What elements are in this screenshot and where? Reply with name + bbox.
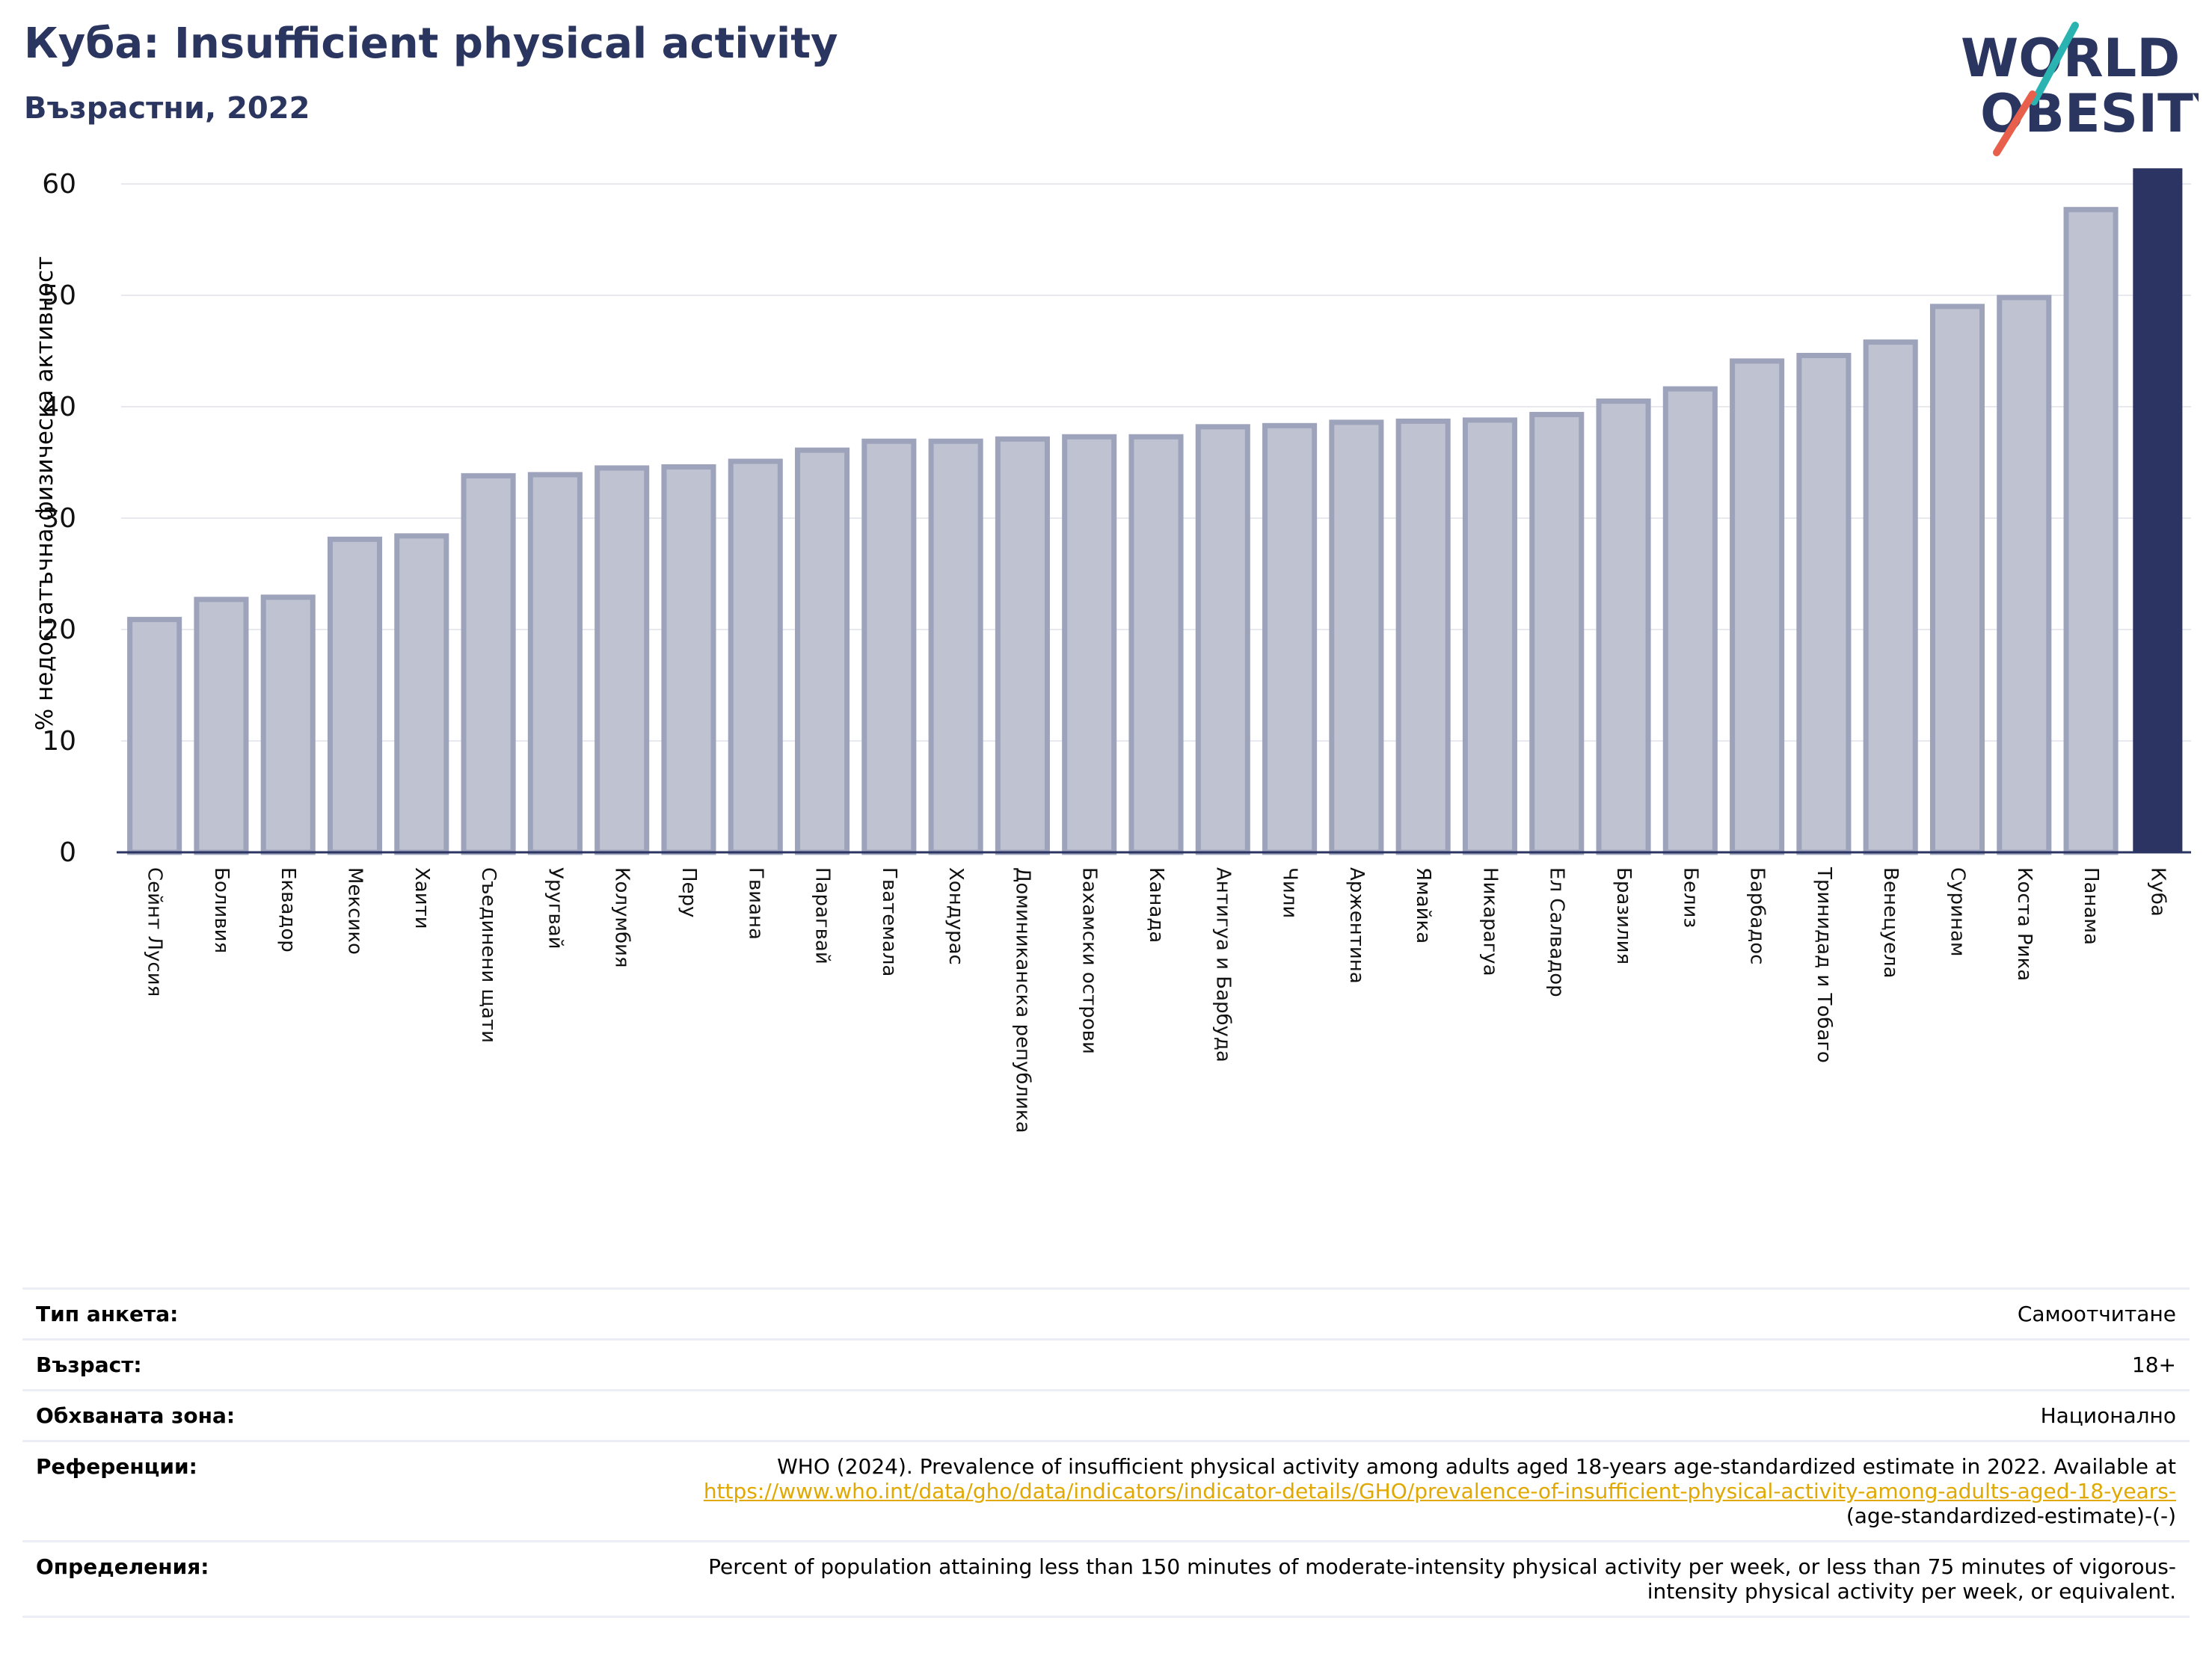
x-tick-label: Колумбия [611,867,633,968]
x-tick-label: Доминиканска република [1011,867,1033,1133]
page-title: Куба: Insufficient physical activity [24,19,838,68]
bar [1529,411,1585,855]
page-subtitle: Възрастни, 2022 [24,91,310,126]
x-tick-label: Куба [2146,867,2169,917]
x-tick-label: Мексико [344,867,366,955]
bar [194,597,249,855]
bar [795,447,850,855]
bar [127,617,182,855]
bar [327,536,383,855]
x-tick-label: Ел Салвадор [1546,867,1568,997]
x-tick-label: Хондурас [944,867,967,965]
bar [595,465,650,855]
bar [1062,434,1117,855]
bar [461,473,516,855]
x-tick-label: Боливия [210,867,233,953]
references-link[interactable]: https://www.who.int/data/gho/data/indica… [703,1479,2176,1504]
definitions-label: Определения: [36,1554,209,1579]
bar [394,533,449,855]
x-tick-label: Антигуа и Барбуда [1211,867,1234,1062]
coverage-row: Обхваната зона: Национално [22,1389,2190,1440]
age-row: Възраст: 18+ [22,1338,2190,1389]
y-tick-label: 20 [42,615,76,645]
x-tick-label: Съединени щати [477,867,500,1043]
y-tick-label: 10 [42,726,76,757]
y-tick-label: 40 [42,392,76,422]
references-value: WHO (2024). Prevalence of insufficient p… [704,1454,2176,1528]
bar [728,458,783,855]
bar [1395,418,1451,855]
x-tick-label: Панама [2080,867,2102,945]
coverage-value: Национално [2040,1403,2176,1428]
y-tick-labels: 0 10 20 30 40 50 60 [42,169,76,868]
bar [1997,295,2052,855]
x-tick-label: Хаити [411,867,433,929]
x-tick-label: Никарагуа [1478,867,1501,976]
x-tick-label: Еквадор [277,867,299,952]
bar [1796,352,1852,855]
bar [1863,339,1918,855]
references-row: Референции: WHO (2024). Prevalence of in… [22,1440,2190,1540]
x-tick-label: Аржентина [1345,867,1368,984]
x-tick-label: Парагвай [811,867,834,964]
y-tick-label: 0 [59,837,76,868]
x-tick-label: Гватемала [878,867,900,976]
survey-type-label: Тип анкета: [36,1302,179,1326]
bar [527,472,583,855]
x-tick-label: Барбадос [1746,867,1769,964]
x-tick-label: Чили [1279,867,1301,918]
x-tick-label: Уругвай [544,867,566,950]
bar-chart: 0 10 20 30 40 50 60 Сейнт Лусия Боливия Еквадор М… [42,168,2191,1133]
survey-type-row: Тип анкета: Самоотчитане [22,1287,2190,1338]
survey-type-value: Самоотчитане [2017,1302,2176,1326]
definitions-line-2: intensity physical activity per week, or… [1647,1579,2176,1604]
bar [861,438,917,855]
logo-slash-teal [2030,22,2079,105]
x-tick-label: Венецуела [1879,867,1902,978]
bar [1262,422,1318,855]
bar [260,594,316,855]
bar [1128,434,1184,855]
bar [928,438,983,855]
definitions-line-1: Percent of population attaining less tha… [708,1554,2176,1579]
coverage-label: Обхваната зона: [36,1403,236,1428]
bar [995,436,1050,855]
x-tick-label: Бразилия [1612,867,1635,964]
info-table: Тип анкета: Самоотчитане Възраст: 18+ Об… [22,1287,2190,1618]
y-tick-label: 50 [42,280,76,311]
bars [127,168,2183,855]
references-tail: (age-standardized-estimate)-(-) [1846,1504,2176,1528]
definitions-value: Percent of population attaining less tha… [708,1554,2176,1604]
bar [2063,206,2119,855]
x-tick-labels: Сейнт Лусия Боливия Еквадор Мексико Хаити Съе… [144,867,2169,1133]
x-tick-label: Суринам [1946,867,1968,957]
x-tick-label: Ямайка [1412,867,1434,944]
x-tick-label: Коста Рика [2013,867,2036,981]
x-tick-label: Гвиана [744,867,766,940]
y-tick-label: 60 [42,169,76,200]
x-tick-label: Белиз [1679,867,1701,928]
x-tick-label: Тринидад и Тобаго [1813,867,1835,1063]
references-text: WHO (2024). Prevalence of insufficient p… [777,1454,2176,1479]
bar [2133,168,2183,852]
bar [1730,358,1785,855]
bar [1596,398,1651,855]
bar [1462,417,1517,855]
age-label: Възраст: [36,1352,142,1377]
y-tick-label: 30 [42,503,76,534]
x-tick-label: Бахамски острови [1078,867,1101,1054]
bar [661,464,716,855]
bar [1929,304,1985,855]
bar [1195,424,1250,855]
bar [1329,419,1384,855]
age-value: 18+ [2131,1352,2176,1377]
x-tick-label: Канада [1145,867,1167,943]
x-tick-label: Перу [678,867,700,917]
bar [1662,386,1718,855]
x-tick-label: Сейнт Лусия [144,867,166,997]
definitions-row: Определения: Percent of population attai… [22,1540,2190,1618]
world-obesity-logo: WORLD OBESITY [1961,22,2199,156]
logo-slash-coral [1993,90,2036,156]
references-label: Референции: [36,1454,197,1479]
